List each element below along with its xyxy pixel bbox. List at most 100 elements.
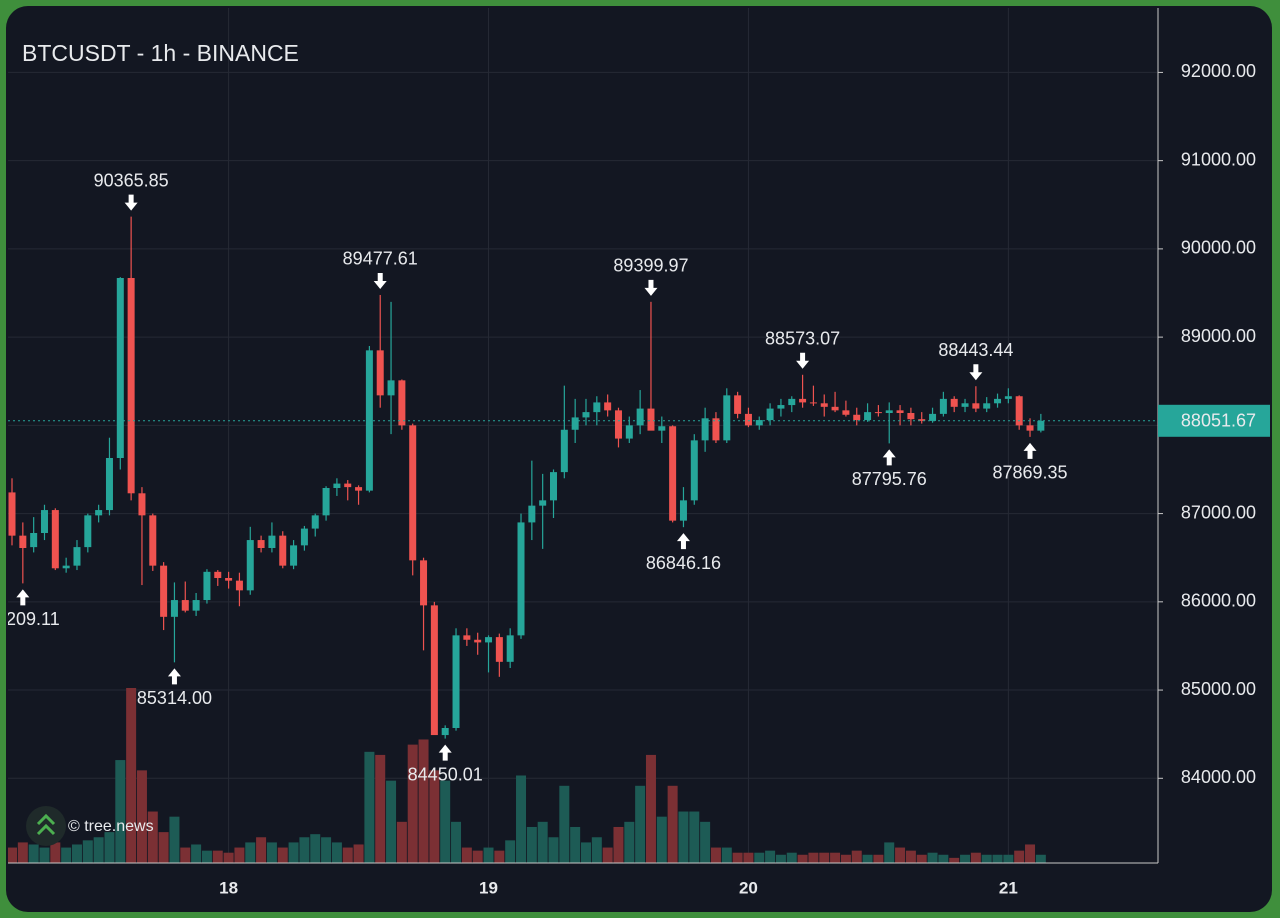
volume-bar [245,842,256,863]
candle-body [1026,425,1034,431]
volume-bar [895,847,906,863]
y-tick-label: 84000.00 [1181,767,1256,787]
candle-body [344,483,352,488]
y-tick-label: 85000.00 [1181,679,1256,699]
candle-body [788,398,796,406]
candle-body [593,402,601,413]
volume-bar [981,854,992,863]
candle-body [636,408,644,426]
watermark: © tree.news [26,806,154,846]
candle-body [333,483,341,488]
candle-body [831,406,839,411]
volume-bar [960,854,971,863]
candle-body [203,571,211,601]
volume-bar [375,754,386,863]
candle-body [495,637,503,662]
candle-body [766,408,774,421]
volume-bar [591,837,602,863]
volume-bar [136,770,147,863]
volume-bar [39,847,50,863]
candle-body [452,635,460,728]
candle-body [485,637,493,643]
candle-body [192,600,200,611]
candle-body [679,500,687,521]
candle-body [950,398,958,407]
low-label: 86846.16 [646,553,721,573]
volume-bar [353,844,364,863]
volume-bar [808,852,819,863]
candle-body [647,408,655,431]
candle-body [712,418,720,441]
volume-bar [559,785,570,863]
volume-bar [28,844,39,863]
low-label: 87869.35 [992,463,1067,483]
volume-bar [386,780,397,863]
candle-body [625,425,633,439]
volume-bar [191,844,202,863]
volume-bar [147,811,158,863]
volume-bar [548,837,559,863]
y-tick-label: 89000.00 [1181,326,1256,346]
volume-bar [472,850,483,863]
high-label: 88443.44 [938,340,1013,360]
candle-body [528,505,536,523]
candle-body [506,635,514,662]
watermark-text: © tree.news [68,818,154,835]
candle-body [918,419,926,421]
volume-bar [862,854,873,863]
candle-body [744,413,752,426]
volume-bar [461,847,472,863]
volume-bar [689,811,700,863]
volume-bar [93,837,104,863]
volume-bar [613,826,624,863]
candle-body [571,417,579,430]
volume-bar [624,821,635,863]
volume-bar [721,847,732,863]
volume-bar [537,821,548,863]
volume-bar [126,688,137,863]
volume-bar [342,847,353,863]
volume-bar [732,852,743,863]
volume-bar [602,847,613,863]
candle-body [311,515,319,529]
candle-body [1015,396,1023,426]
candle-body [322,488,330,516]
candle-body [430,605,438,736]
candle-body [105,458,113,511]
candle-body [864,412,872,421]
candle-body [809,402,817,404]
volume-bar [212,850,223,863]
candle-body [799,398,807,403]
candle-body [51,510,59,569]
volume-bar [667,785,678,863]
candle-body [214,571,222,578]
low-label: 84450.01 [408,764,483,784]
volume-bar [905,850,916,863]
volume-bar [851,850,862,863]
y-tick-label: 87000.00 [1181,502,1256,522]
candle-body [983,403,991,409]
volume-bar [775,854,786,863]
candle-body [463,635,471,640]
high-label: 88573.07 [765,329,840,349]
candle-body [939,398,947,414]
candle-body [387,380,395,396]
volume-bar [970,852,981,863]
volume-bar [169,816,180,863]
y-tick-label: 86000.00 [1181,591,1256,611]
volume-bar [884,842,895,863]
candle-body [604,402,612,411]
volume-bar [765,850,776,863]
candle-body [669,426,677,521]
volume-bar [115,760,126,863]
arrow-down [373,272,387,289]
volume-bar [797,854,808,863]
y-tick-label: 92000.00 [1181,61,1256,81]
candle-body [474,639,482,643]
volume-bar [61,847,72,863]
volume-bar [71,844,82,863]
plot-area: 86209.11 90365.85 85314.00 89477.61 84450.01… [0,8,1158,863]
low-label: 86209.11 [0,609,60,629]
candle-body [246,540,254,591]
